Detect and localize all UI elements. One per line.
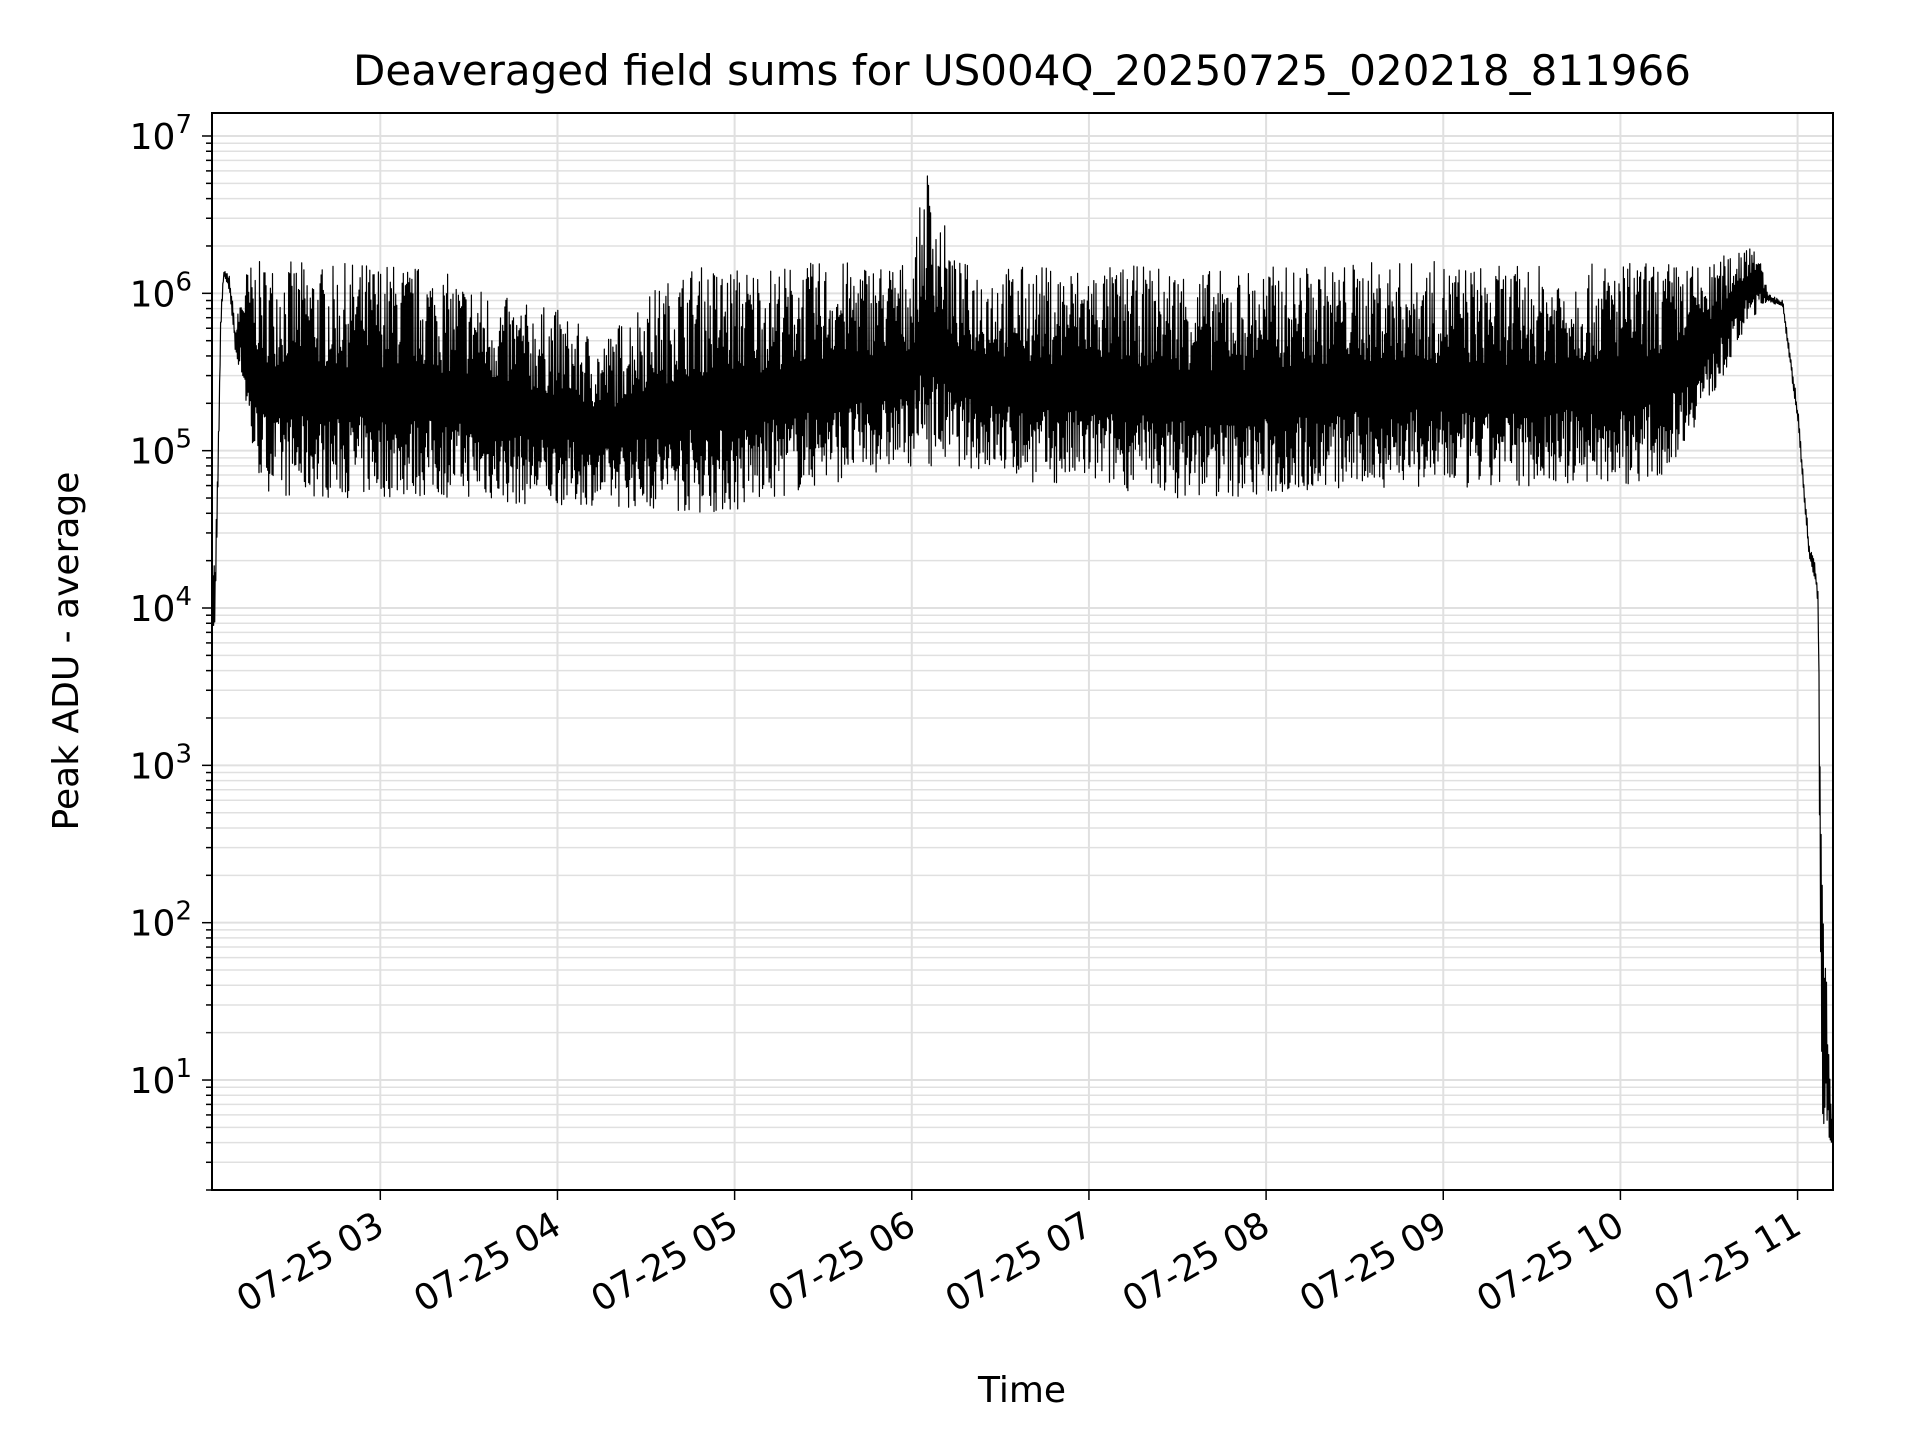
y-tick-label: 103 <box>130 739 192 787</box>
y-tick-label-exponent: 4 <box>175 582 192 612</box>
y-tick-label-base: 10 <box>130 904 176 945</box>
y-tick-label-base: 10 <box>130 117 176 158</box>
y-tick-label-exponent: 3 <box>175 739 192 769</box>
y-tick-label-exponent: 7 <box>175 110 192 140</box>
y-tick-label: 107 <box>130 110 192 158</box>
chart-title: Deaveraged field sums for US004Q_2025072… <box>353 46 1691 95</box>
y-tick-label-exponent: 2 <box>175 897 192 927</box>
y-tick-label: 102 <box>130 897 192 945</box>
y-tick-label-base: 10 <box>130 1061 176 1102</box>
y-tick-label-exponent: 1 <box>175 1054 192 1084</box>
series-layer <box>211 175 1834 1143</box>
y-tick-label-base: 10 <box>130 432 176 473</box>
y-tick-label-base: 10 <box>130 589 176 630</box>
y-tick-label-base: 10 <box>130 746 176 787</box>
y-tick-label-base: 10 <box>130 274 176 315</box>
y-axis-label: Peak ADU - average <box>46 472 87 831</box>
y-tick-label-exponent: 6 <box>175 267 192 297</box>
y-tick-label: 104 <box>130 582 192 630</box>
x-axis-label: Time <box>977 1370 1066 1411</box>
y-tick-label: 101 <box>130 1054 192 1102</box>
y-tick-label: 106 <box>130 267 192 315</box>
plot-frame <box>211 112 1834 1191</box>
y-tick-label-exponent: 5 <box>175 425 192 455</box>
series-line <box>211 175 1834 1143</box>
y-tick-label: 105 <box>130 425 192 473</box>
